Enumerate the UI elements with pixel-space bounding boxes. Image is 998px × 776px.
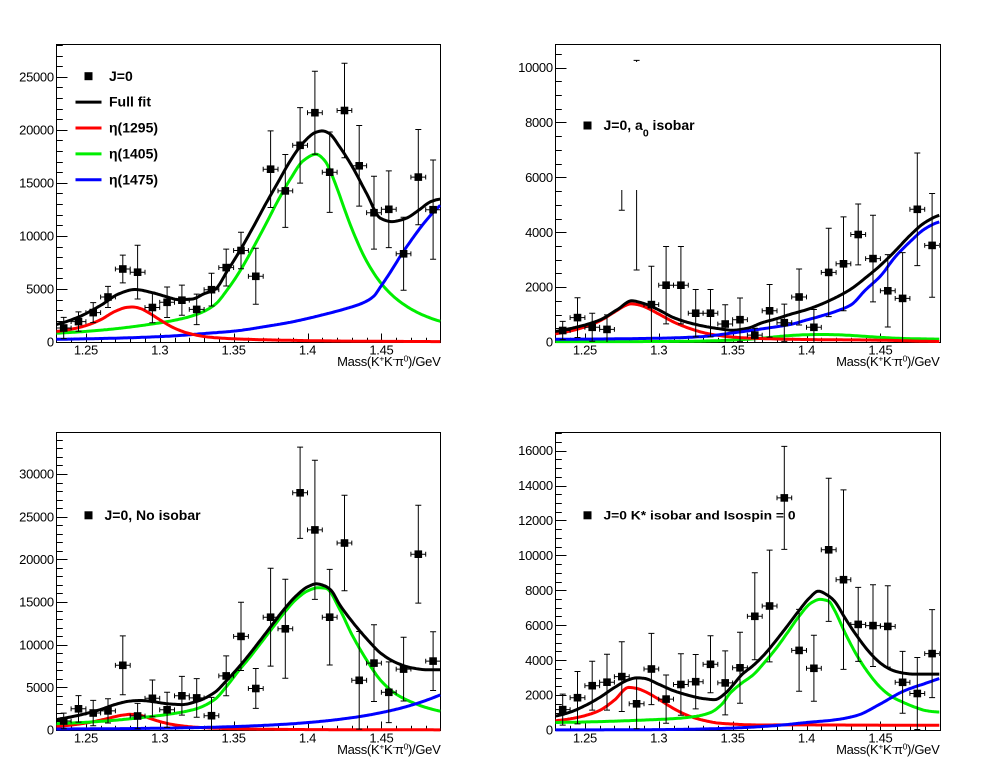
svg-text:J=0, No isobar: J=0, No isobar xyxy=(105,507,202,523)
svg-text:1.4: 1.4 xyxy=(299,731,316,746)
svg-text:1.4: 1.4 xyxy=(798,343,815,358)
svg-text:1.3: 1.3 xyxy=(151,343,168,358)
svg-text:1.4: 1.4 xyxy=(798,731,815,746)
svg-text:10000: 10000 xyxy=(19,637,54,652)
svg-text:2000: 2000 xyxy=(525,280,553,295)
svg-text:1.35: 1.35 xyxy=(721,343,745,358)
svg-text:Mass(K+K-π0)/GeV: Mass(K+K-π0)/GeV xyxy=(337,742,441,758)
svg-text:1.3: 1.3 xyxy=(650,731,667,746)
svg-text:0: 0 xyxy=(546,723,553,738)
svg-text:1.35: 1.35 xyxy=(721,731,745,746)
svg-text:5000: 5000 xyxy=(26,680,54,695)
svg-text:12000: 12000 xyxy=(518,513,553,528)
svg-text:20000: 20000 xyxy=(19,552,54,567)
svg-text:1.45: 1.45 xyxy=(868,343,892,358)
svg-text:30000: 30000 xyxy=(19,467,54,482)
svg-text:J=0: J=0 xyxy=(109,68,133,84)
svg-text:25000: 25000 xyxy=(19,69,54,84)
svg-text:1.25: 1.25 xyxy=(573,343,597,358)
svg-text:1.4: 1.4 xyxy=(299,343,316,358)
svg-text:10000: 10000 xyxy=(518,548,553,563)
svg-text:2000: 2000 xyxy=(525,688,553,703)
svg-text:1.35: 1.35 xyxy=(222,343,246,358)
svg-text:1.25: 1.25 xyxy=(74,343,98,358)
svg-text:1.3: 1.3 xyxy=(151,731,168,746)
svg-text:1.35: 1.35 xyxy=(222,731,246,746)
svg-text:20000: 20000 xyxy=(19,122,54,137)
svg-text:0: 0 xyxy=(546,335,553,350)
svg-text:10000: 10000 xyxy=(19,229,54,244)
svg-text:1.45: 1.45 xyxy=(369,731,393,746)
svg-text:5000: 5000 xyxy=(26,282,54,297)
svg-text:15000: 15000 xyxy=(19,176,54,191)
svg-text:Full fit: Full fit xyxy=(109,94,151,110)
svg-text:15000: 15000 xyxy=(19,595,54,610)
svg-text:16000: 16000 xyxy=(518,443,553,458)
svg-text:4000: 4000 xyxy=(525,653,553,668)
svg-text:Mass(K+K-π0)/GeV: Mass(K+K-π0)/GeV xyxy=(337,354,441,370)
svg-text:1.45: 1.45 xyxy=(868,731,892,746)
svg-text:η(1405): η(1405) xyxy=(109,146,158,162)
svg-text:1.25: 1.25 xyxy=(573,731,597,746)
svg-text:1.45: 1.45 xyxy=(369,343,393,358)
svg-text:η(1295): η(1295) xyxy=(109,120,158,136)
svg-text:10000: 10000 xyxy=(518,60,553,75)
svg-text:6000: 6000 xyxy=(525,618,553,633)
svg-text:η(1475): η(1475) xyxy=(109,171,158,187)
svg-text:8000: 8000 xyxy=(525,115,553,130)
svg-text:6000: 6000 xyxy=(525,170,553,185)
svg-text:Mass(K+K-π0)/GeV: Mass(K+K-π0)/GeV xyxy=(836,354,940,370)
svg-text:Mass(K+K-π0)/GeV: Mass(K+K-π0)/GeV xyxy=(836,742,940,758)
svg-text:14000: 14000 xyxy=(518,478,553,493)
svg-text:0: 0 xyxy=(47,723,54,738)
svg-text:25000: 25000 xyxy=(19,509,54,524)
svg-text:1.3: 1.3 xyxy=(650,343,667,358)
svg-text:J=0 K* isobar and Isospin = 0: J=0 K* isobar and Isospin = 0 xyxy=(604,509,796,523)
svg-text:0: 0 xyxy=(47,335,54,350)
svg-text:4000: 4000 xyxy=(525,225,553,240)
svg-text:8000: 8000 xyxy=(525,583,553,598)
svg-text:1.25: 1.25 xyxy=(74,731,98,746)
